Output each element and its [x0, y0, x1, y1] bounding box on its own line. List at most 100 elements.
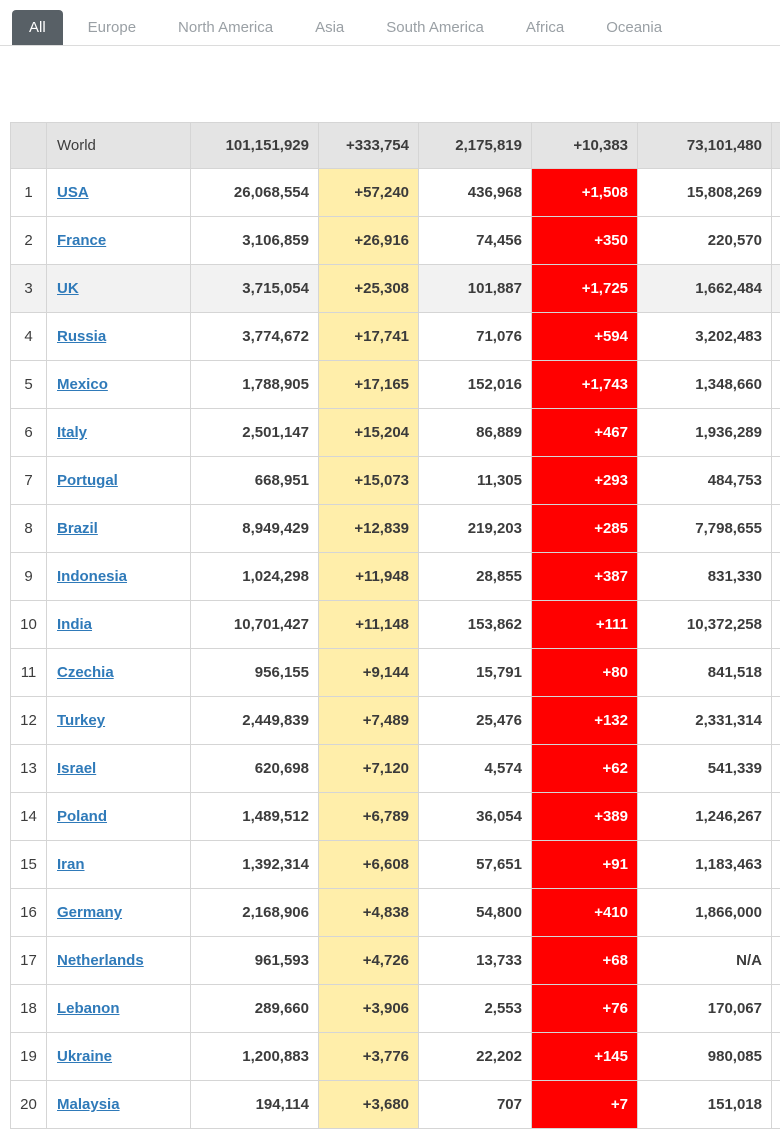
cutoff-cell	[772, 123, 780, 169]
tab-asia[interactable]: Asia	[298, 10, 361, 45]
table-row: 18 Lebanon 289,660 +3,906 2,553 +76 170,…	[11, 985, 780, 1033]
new-deaths-cell: +132	[532, 697, 638, 745]
country-cell: Israel	[47, 745, 191, 793]
total-deaths-cell: 15,791	[419, 649, 532, 697]
table-row: 15 Iran 1,392,314 +6,608 57,651 +91 1,18…	[11, 841, 780, 889]
country-link[interactable]: Portugal	[57, 472, 118, 489]
rank-header-cell	[11, 123, 47, 169]
new-cases-cell: +11,148	[319, 601, 419, 649]
country-link[interactable]: Ukraine	[57, 1048, 112, 1065]
rank-cell: 3	[11, 265, 47, 313]
cutoff-cell	[772, 601, 780, 649]
cutoff-cell	[772, 889, 780, 937]
cutoff-cell	[772, 841, 780, 889]
total-recovered-cell: 541,339	[638, 745, 772, 793]
country-link[interactable]: Indonesia	[57, 568, 127, 585]
country-link[interactable]: Russia	[57, 328, 106, 345]
new-deaths-cell: +62	[532, 745, 638, 793]
total-recovered-cell: 1,866,000	[638, 889, 772, 937]
country-link[interactable]: India	[57, 616, 92, 633]
country-link[interactable]: Mexico	[57, 376, 108, 393]
world-label: World	[47, 123, 191, 169]
cutoff-cell	[772, 793, 780, 841]
country-link[interactable]: Netherlands	[57, 952, 144, 969]
country-link[interactable]: USA	[57, 184, 89, 201]
country-link[interactable]: Poland	[57, 808, 107, 825]
new-cases-cell: +17,741	[319, 313, 419, 361]
rank-cell: 12	[11, 697, 47, 745]
tab-panel-gap	[0, 46, 780, 122]
new-deaths-cell: +91	[532, 841, 638, 889]
country-cell: Czechia	[47, 649, 191, 697]
total-cases-cell: 194,114	[191, 1081, 319, 1129]
total-deaths-cell: 86,889	[419, 409, 532, 457]
new-cases-cell: +17,165	[319, 361, 419, 409]
cutoff-cell	[772, 313, 780, 361]
new-deaths-cell: +68	[532, 937, 638, 985]
total-deaths-cell: 13,733	[419, 937, 532, 985]
total-cases-cell: 289,660	[191, 985, 319, 1033]
tab-oceania[interactable]: Oceania	[589, 10, 679, 45]
total-recovered-cell: 1,662,484	[638, 265, 772, 313]
country-link[interactable]: Czechia	[57, 664, 114, 681]
country-link[interactable]: Brazil	[57, 520, 98, 537]
total-recovered-cell: 831,330	[638, 553, 772, 601]
rank-cell: 8	[11, 505, 47, 553]
world-new-deaths: +10,383	[532, 123, 638, 169]
cutoff-cell	[772, 985, 780, 1033]
new-deaths-cell: +387	[532, 553, 638, 601]
table-row: 6 Italy 2,501,147 +15,204 86,889 +467 1,…	[11, 409, 780, 457]
tab-europe[interactable]: Europe	[71, 10, 153, 45]
total-recovered-cell: 170,067	[638, 985, 772, 1033]
new-cases-cell: +4,726	[319, 937, 419, 985]
table-row: 16 Germany 2,168,906 +4,838 54,800 +410 …	[11, 889, 780, 937]
country-cell: Russia	[47, 313, 191, 361]
tab-all[interactable]: All	[12, 10, 63, 45]
country-cell: Malaysia	[47, 1081, 191, 1129]
total-recovered-cell: 220,570	[638, 217, 772, 265]
new-deaths-cell: +350	[532, 217, 638, 265]
table-row: 5 Mexico 1,788,905 +17,165 152,016 +1,74…	[11, 361, 780, 409]
new-cases-cell: +3,906	[319, 985, 419, 1033]
total-deaths-cell: 36,054	[419, 793, 532, 841]
country-link[interactable]: UK	[57, 280, 79, 297]
total-cases-cell: 956,155	[191, 649, 319, 697]
tab-north-america[interactable]: North America	[161, 10, 290, 45]
new-deaths-cell: +7	[532, 1081, 638, 1129]
country-cell: Mexico	[47, 361, 191, 409]
country-link[interactable]: Iran	[57, 856, 85, 873]
total-recovered-cell: 841,518	[638, 649, 772, 697]
new-deaths-cell: +467	[532, 409, 638, 457]
new-cases-cell: +57,240	[319, 169, 419, 217]
country-link[interactable]: Malaysia	[57, 1096, 120, 1113]
country-link[interactable]: Italy	[57, 424, 87, 441]
total-recovered-cell: 10,372,258	[638, 601, 772, 649]
world-total-cases: 101,151,929	[191, 123, 319, 169]
country-link[interactable]: Turkey	[57, 712, 105, 729]
new-cases-cell: +26,916	[319, 217, 419, 265]
new-cases-cell: +7,120	[319, 745, 419, 793]
rank-cell: 9	[11, 553, 47, 601]
new-deaths-cell: +285	[532, 505, 638, 553]
total-deaths-cell: 101,887	[419, 265, 532, 313]
country-link[interactable]: Germany	[57, 904, 122, 921]
total-recovered-cell: N/A	[638, 937, 772, 985]
new-deaths-cell: +594	[532, 313, 638, 361]
cutoff-cell	[772, 1033, 780, 1081]
cutoff-cell	[772, 745, 780, 793]
country-cell: Poland	[47, 793, 191, 841]
new-deaths-cell: +145	[532, 1033, 638, 1081]
total-cases-cell: 1,788,905	[191, 361, 319, 409]
total-cases-cell: 8,949,429	[191, 505, 319, 553]
country-link[interactable]: Lebanon	[57, 1000, 120, 1017]
cutoff-cell	[772, 361, 780, 409]
world-total-deaths: 2,175,819	[419, 123, 532, 169]
tab-africa[interactable]: Africa	[509, 10, 581, 45]
country-link[interactable]: Israel	[57, 760, 96, 777]
country-link[interactable]: France	[57, 232, 106, 249]
total-deaths-cell: 4,574	[419, 745, 532, 793]
total-cases-cell: 2,449,839	[191, 697, 319, 745]
tab-south-america[interactable]: South America	[369, 10, 501, 45]
total-cases-cell: 1,392,314	[191, 841, 319, 889]
country-cell: Italy	[47, 409, 191, 457]
